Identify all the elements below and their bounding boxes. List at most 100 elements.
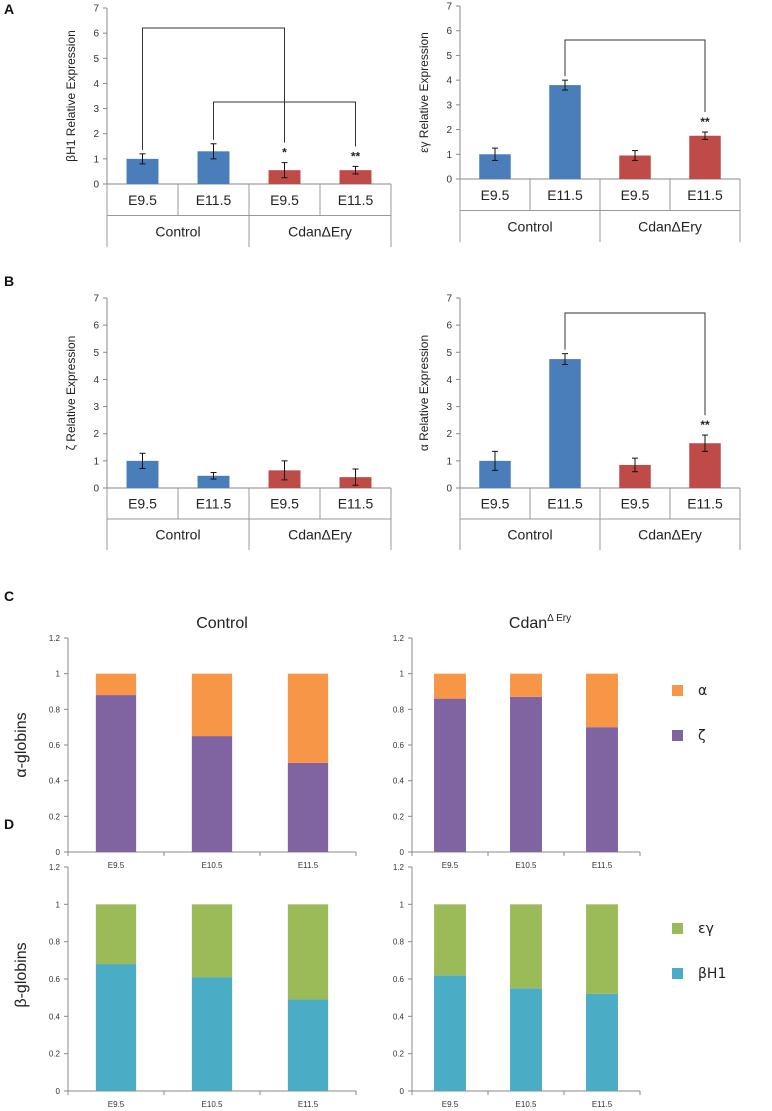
y-tick-label: 0 [446, 484, 452, 495]
x-category-label: E9.5 [108, 861, 125, 870]
chart-title-mutant: CdanΔ Ery [509, 613, 571, 632]
group-label: CdanΔEry [638, 218, 702, 234]
y-tick-label: 0 [400, 848, 405, 857]
y-tick-label: 4 [93, 79, 99, 90]
bar [689, 135, 721, 179]
y-tick-label: 0.2 [393, 1050, 405, 1059]
stack-segment [287, 762, 329, 852]
x-category-label: E11.5 [298, 861, 319, 870]
x-category-label: E11.5 [196, 496, 232, 512]
group-label: Control [155, 223, 200, 239]
y-tick-label: 1 [400, 670, 405, 679]
bar-chart-a-right: 0 1 2 3 4 5 6 7 εγ Relative Expression E9.5 E11.5 E… [417, 2, 741, 242]
x-category-label: E9.5 [128, 192, 157, 208]
x-category-label: E11.5 [338, 192, 374, 208]
significance-marker: ** [700, 418, 710, 432]
stack-segment [191, 904, 233, 978]
bar [197, 475, 230, 488]
x-category-label: E10.5 [202, 1100, 223, 1109]
significance-marker: * [282, 146, 287, 160]
panel-letter-c: C [4, 588, 14, 604]
x-category-label: E9.5 [270, 496, 299, 512]
charts-layer: 0 1 2 3 4 5 6 7 βH1 Relative Expression E9.5 E11.5… [13, 2, 741, 1109]
panel-letter-b: B [4, 273, 14, 289]
y-tick-label: 0.8 [393, 705, 405, 714]
y-tick-label: 6 [93, 321, 99, 332]
y-tick-label: 0 [56, 1087, 61, 1096]
y-tick-label: 7 [446, 294, 452, 305]
bar [549, 359, 581, 488]
stack-segment [586, 993, 618, 1091]
stack-segment [95, 904, 137, 965]
bar [339, 170, 372, 184]
legend-swatch [672, 730, 683, 741]
y-tick-label: 0.6 [393, 975, 405, 984]
y-tick-label: 0.8 [49, 938, 61, 947]
x-category-label: E9.5 [270, 192, 299, 208]
y-tick-label: 1.2 [393, 634, 405, 643]
y-tick-label: 3 [446, 402, 452, 413]
y-tick-label: 6 [446, 321, 452, 332]
x-category-label: E10.5 [516, 861, 537, 870]
y-tick-label: 0.4 [393, 777, 405, 786]
stack-segment [191, 977, 233, 1091]
x-category-label: E9.5 [108, 1100, 125, 1109]
y-tick-label: 0.6 [49, 975, 61, 984]
stack-segment [287, 673, 329, 763]
y-tick-label: 5 [93, 348, 99, 359]
bar [619, 464, 651, 488]
legend-label: βH1 [698, 966, 726, 982]
y-tick-label: 7 [93, 294, 99, 305]
y-tick-label: 0 [400, 1087, 405, 1096]
x-category-label: E11.5 [298, 1100, 319, 1109]
stack-segment [191, 736, 233, 852]
y-tick-label: 3 [93, 402, 99, 413]
y-tick-label: 0 [93, 180, 99, 191]
y-tick-label: 0.4 [49, 777, 61, 786]
y-tick-label: 4 [446, 375, 452, 386]
bar [619, 155, 651, 179]
y-tick-label: 0.2 [393, 812, 405, 821]
y-tick-label: 1 [56, 670, 61, 679]
x-category-label: E9.5 [481, 187, 510, 203]
legend-label: ζ [698, 728, 706, 744]
x-category-label: E9.5 [442, 861, 459, 870]
significance-bracket [213, 101, 356, 147]
x-category-label: E9.5 [481, 496, 510, 512]
y-tick-label: 0 [93, 484, 99, 495]
x-category-label: E11.5 [687, 187, 723, 203]
stack-segment [434, 904, 466, 976]
y-tick-label: 2 [93, 429, 99, 440]
x-category-label: E11.5 [196, 192, 232, 208]
y-tick-label: 1 [93, 456, 99, 467]
x-category-label: E11.5 [687, 496, 723, 512]
significance-marker: ** [700, 115, 710, 129]
x-category-label: E11.5 [547, 187, 583, 203]
x-category-label: E10.5 [202, 861, 223, 870]
legend-label: α [698, 683, 707, 699]
y-tick-label: 1.2 [49, 634, 61, 643]
stacked-chart-c-left: 0 0.2 0.4 0.6 0.8 1 1.2 E9.5 E10.5 E11.5 [49, 634, 357, 870]
stack-segment [95, 695, 137, 852]
y-tick-label: 0.6 [393, 741, 405, 750]
y-tick-label: 1.2 [393, 863, 405, 872]
chart-title-control: Control [196, 615, 248, 632]
significance-bracket [142, 27, 285, 150]
y-tick-label: 0.8 [49, 705, 61, 714]
significance-bracket [564, 312, 706, 416]
stack-segment [434, 975, 466, 1091]
legend-swatch [672, 685, 683, 696]
y-tick-label: 1 [400, 900, 405, 909]
x-category-label: E9.5 [621, 496, 650, 512]
y-tick-label: 1 [446, 150, 452, 161]
y-tick-label: 2 [446, 429, 452, 440]
stack-segment [586, 727, 618, 852]
y-tick-label: 5 [446, 348, 452, 359]
stack-segment [510, 988, 542, 1091]
x-category-label: E10.5 [516, 1100, 537, 1109]
y-tick-label: 1 [93, 154, 99, 165]
y-axis-label: α Relative Expression [417, 335, 431, 451]
legend-swatch [672, 923, 683, 934]
x-category-label: E11.5 [592, 1100, 613, 1109]
x-category-label: E9.5 [621, 187, 650, 203]
